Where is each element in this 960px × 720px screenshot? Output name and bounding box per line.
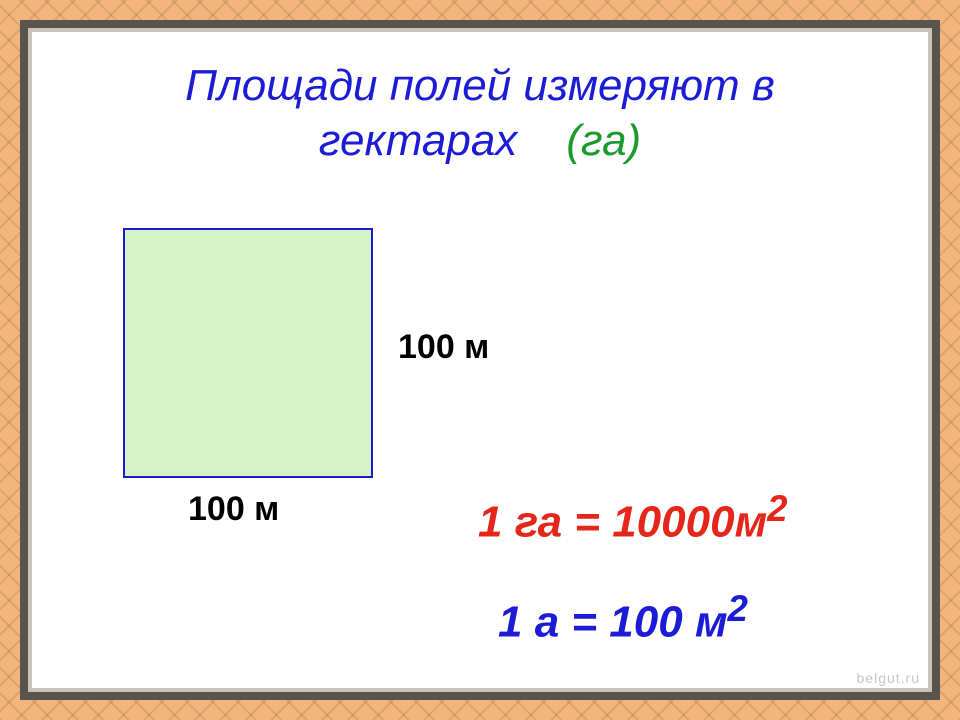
watermark: belgut.ru xyxy=(857,670,920,686)
hectare-square xyxy=(123,228,373,478)
formula-are-sup: 2 xyxy=(728,588,748,629)
formula-are-text: 1 а = 100 м xyxy=(498,598,728,647)
page-title: Площади полей измеряют в гектарах (га) xyxy=(28,58,932,168)
square-side-bottom-label: 100 м xyxy=(188,490,279,529)
formula-hectare: 1 га = 10000м2 xyxy=(478,488,788,548)
title-line2: гектарах xyxy=(319,116,518,165)
title-abbreviation: (га) xyxy=(566,116,641,165)
whiteboard: Площади полей измеряют в гектарах (га) 1… xyxy=(20,20,940,700)
formula-hectare-text: 1 га = 10000м xyxy=(478,498,767,547)
title-line1: Площади полей измеряют в xyxy=(185,61,775,110)
title-spacer xyxy=(530,116,554,165)
formula-hectare-sup: 2 xyxy=(767,488,787,529)
square-side-right-label: 100 м xyxy=(398,328,489,367)
formula-are: 1 а = 100 м2 xyxy=(498,588,748,648)
outer-background: Площади полей измеряют в гектарах (га) 1… xyxy=(0,0,960,720)
